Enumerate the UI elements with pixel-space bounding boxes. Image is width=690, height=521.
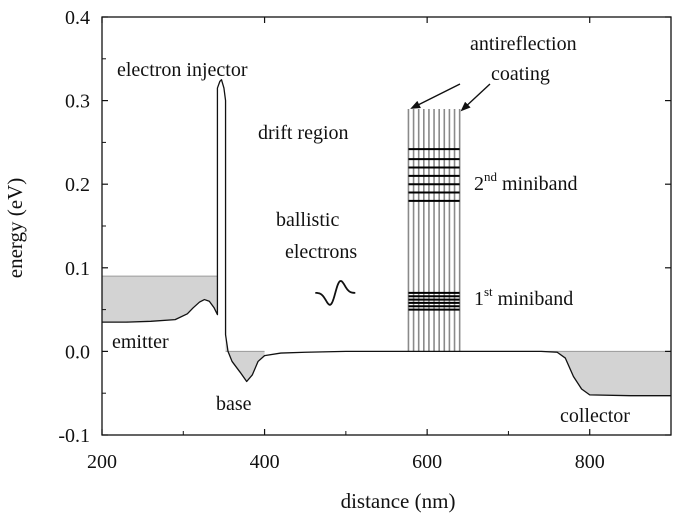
superlattice xyxy=(407,108,461,352)
y-tick-label-5: 0.4 xyxy=(65,7,90,29)
annotation-drift-region: drift region xyxy=(258,122,349,144)
fermi-fill-layer xyxy=(102,100,671,396)
antireflection-arrow-left xyxy=(410,83,461,109)
x-axis-title: distance (nm) xyxy=(341,489,456,513)
fermi-fill-2 xyxy=(225,100,265,382)
band-profile-line xyxy=(102,79,671,397)
y-tick-label-4: 0.3 xyxy=(65,91,90,113)
x-tick-label-800: 800 xyxy=(575,451,605,473)
y-tick-label-0: -0.1 xyxy=(58,425,90,447)
band-profile-layer xyxy=(102,79,671,397)
fermi-fill-3 xyxy=(540,351,671,396)
x-tick-label-400: 400 xyxy=(250,451,280,473)
annotation-emitter: emitter xyxy=(112,331,169,353)
annotation-2nd-miniband: 2nd miniband xyxy=(474,169,578,195)
x-tick-label-600: 600 xyxy=(412,451,442,473)
annotation-electrons: electrons xyxy=(285,241,357,263)
fermi-fill-1 xyxy=(102,276,218,323)
y-tick-label-1: 0.0 xyxy=(65,341,90,363)
y-tick-label-3: 0.2 xyxy=(65,174,90,196)
wavepacket-curve xyxy=(315,280,356,306)
annotation-antireflection: antireflection xyxy=(470,33,577,55)
annotation-ballistic: ballistic xyxy=(276,209,339,231)
y-axis-title: energy (eV) xyxy=(3,178,27,278)
annotation-electron-injector: electron injector xyxy=(117,59,248,81)
antireflection-arrow-right xyxy=(460,83,491,112)
annotation-base: base xyxy=(216,393,252,415)
y-tick-label-2: 0.1 xyxy=(65,258,90,280)
annotation-coating: coating xyxy=(491,63,550,85)
tick-layer: 200 400 600 800 -0.1 0.0 0.1 0.2 0.3 0.4 xyxy=(58,7,671,473)
wavepacket-layer xyxy=(315,280,356,306)
x-tick-label-200: 200 xyxy=(87,451,117,473)
annotation-1st-miniband: 1st miniband xyxy=(474,284,573,310)
annotation-collector: collector xyxy=(560,405,630,427)
